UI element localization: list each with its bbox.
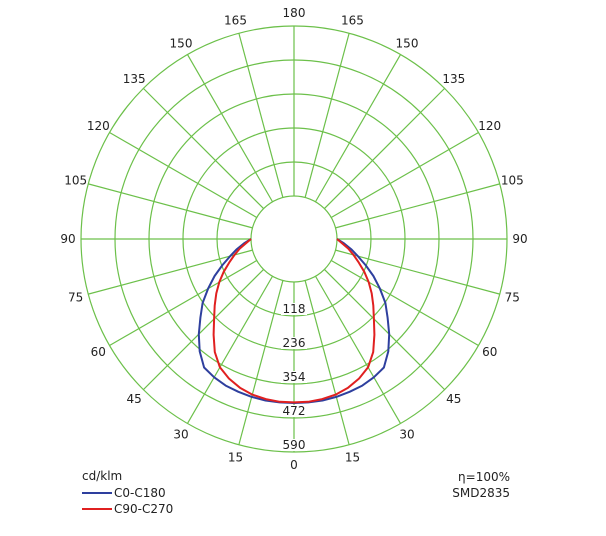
- legend-label-c90: C90-C270: [114, 502, 174, 516]
- efficiency-label: η=100%: [458, 470, 510, 484]
- angle-label-75-left: 75: [68, 290, 83, 304]
- grid-spoke-210: [186, 54, 274, 203]
- grid-spoke-60: [330, 259, 479, 347]
- grid-spoke-195: [238, 33, 284, 198]
- legend-swatch-c90: [82, 508, 112, 510]
- radial-tick-472: 472: [283, 404, 306, 418]
- info-block: η=100% SMD2835: [452, 469, 510, 501]
- angle-label-90-left: 90: [60, 232, 75, 246]
- legend-item-c0: C0-C180: [82, 485, 173, 501]
- angle-label-15-right: 15: [345, 450, 360, 464]
- grid-spoke-345: [238, 280, 284, 445]
- angle-label-135-right: 135: [442, 72, 465, 86]
- angle-label-45-left: 45: [127, 392, 142, 406]
- grid-spoke-285: [88, 249, 253, 295]
- legend-item-c90: C90-C270: [82, 501, 173, 517]
- legend-swatch-c0: [82, 492, 112, 494]
- angle-label-105-right: 105: [501, 174, 524, 188]
- grid-spoke-300: [109, 259, 258, 347]
- angle-label-60-left: 60: [91, 345, 106, 359]
- polar-grid: [80, 25, 508, 453]
- radial-tick-354: 354: [283, 370, 306, 384]
- angle-label-165-left: 165: [224, 14, 247, 28]
- grid-spoke-240: [109, 131, 258, 219]
- grid-spoke-105: [335, 183, 500, 229]
- polar-curves: [197, 238, 391, 404]
- angle-label-75-right: 75: [505, 290, 520, 304]
- angle-label-30-right: 30: [399, 428, 414, 442]
- grid-spoke-15: [304, 280, 350, 445]
- angle-label-150-left: 150: [170, 36, 193, 50]
- angle-label-105-left: 105: [64, 174, 87, 188]
- grid-spoke-315: [142, 268, 265, 391]
- led-type-label: SMD2835: [452, 486, 510, 500]
- grid-spoke-330: [186, 275, 274, 424]
- angle-label-150-right: 150: [396, 36, 419, 50]
- radial-tick-bg-472: [281, 405, 307, 417]
- radial-tick-118: 118: [283, 302, 306, 316]
- angle-label-120-left: 120: [87, 119, 110, 133]
- angle-label-45-right: 45: [446, 392, 461, 406]
- radial-tick-590: 590: [283, 438, 306, 452]
- grid-spoke-150: [314, 54, 402, 203]
- unit-label: cd/klm: [82, 469, 123, 483]
- angle-label-90-right: 90: [512, 232, 527, 246]
- grid-spoke-120: [330, 131, 479, 219]
- radial-tick-bg-118: [281, 303, 307, 315]
- angle-label-120-right: 120: [478, 119, 501, 133]
- angle-label-30-left: 30: [173, 428, 188, 442]
- grid-spoke-135: [323, 87, 446, 210]
- polar-labels: 0 15 15 30 30 45 45 60 60 75 75 90 90 105 105 120 120 135…: [60, 6, 527, 472]
- grid-circle-inner: [250, 195, 338, 283]
- angle-label-0-right: 0: [290, 458, 298, 472]
- curve-c90-c270: [212, 238, 376, 404]
- radial-tick-bg-590: [281, 439, 307, 451]
- legend-label-c0: C0-C180: [114, 486, 166, 500]
- angle-label-135-left: 135: [123, 72, 146, 86]
- legend: cd/klm C0-C180 C90-C270: [82, 469, 173, 517]
- grid-spoke-225: [142, 87, 265, 210]
- radial-tick-236: 236: [283, 336, 306, 350]
- grid-spoke-30: [314, 275, 402, 424]
- grid-spoke-45: [323, 268, 446, 391]
- angle-label-60-right: 60: [482, 345, 497, 359]
- angle-label-15-left: 15: [228, 450, 243, 464]
- grid-spoke-255: [88, 183, 253, 229]
- angle-label-165-right: 165: [341, 14, 364, 28]
- angle-label-180-right: 180: [283, 6, 306, 20]
- radial-tick-bg-354: [281, 371, 307, 383]
- grid-spoke-165: [304, 33, 350, 198]
- grid-spoke-75: [335, 249, 500, 295]
- radial-tick-bg-236: [281, 337, 307, 349]
